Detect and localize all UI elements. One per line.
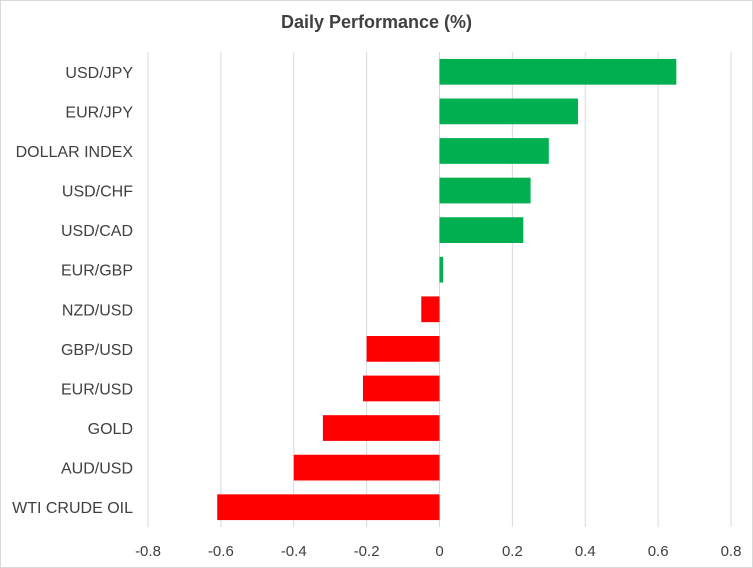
bar — [439, 256, 444, 283]
category-label: GBP/USD — [61, 342, 133, 359]
category-label: EUR/JPY — [65, 104, 133, 121]
bars — [217, 58, 677, 521]
category-label: USD/JPY — [65, 65, 133, 82]
x-tick-label: -0.2 — [354, 543, 380, 560]
category-label: GOLD — [88, 421, 133, 438]
x-tick-label: 0.6 — [648, 543, 669, 560]
category-label: WTI CRUDE OIL — [12, 500, 133, 517]
bar — [362, 375, 440, 402]
category-label: AUD/USD — [61, 461, 133, 478]
gridlines — [147, 52, 732, 527]
x-tick-label: 0.2 — [502, 543, 523, 560]
category-labels: USD/JPY EUR/JPY DOLLAR INDEX USD/CHF USD/CAD… — [12, 65, 133, 517]
chart-title: Daily Performance (%) — [280, 12, 473, 32]
bar — [439, 98, 578, 125]
bar — [293, 454, 440, 481]
category-label: EUR/GBP — [61, 263, 133, 280]
bar — [439, 177, 531, 204]
x-tick-label: 0.8 — [721, 543, 742, 560]
bar — [421, 296, 440, 323]
bar — [322, 415, 440, 441]
category-label: NZD/USD — [62, 302, 133, 319]
category-label: DOLLAR INDEX — [16, 144, 134, 161]
bar — [439, 217, 524, 243]
x-axis-tick-labels: -0.8 -0.6 -0.4 -0.2 0 0.2 0.4 0.6 0.8 — [135, 543, 741, 560]
category-label: EUR/USD — [61, 381, 133, 398]
x-tick-label: -0.6 — [208, 543, 234, 560]
bar — [217, 494, 440, 521]
x-tick-label: -0.8 — [135, 543, 161, 560]
x-tick-label: 0.4 — [575, 543, 596, 560]
bar — [439, 58, 677, 85]
category-label: USD/CHF — [62, 184, 133, 201]
x-tick-label: 0 — [435, 543, 443, 560]
category-label: USD/CAD — [61, 223, 133, 240]
bar — [366, 336, 440, 362]
x-tick-label: -0.4 — [281, 543, 307, 560]
bar — [439, 138, 549, 164]
